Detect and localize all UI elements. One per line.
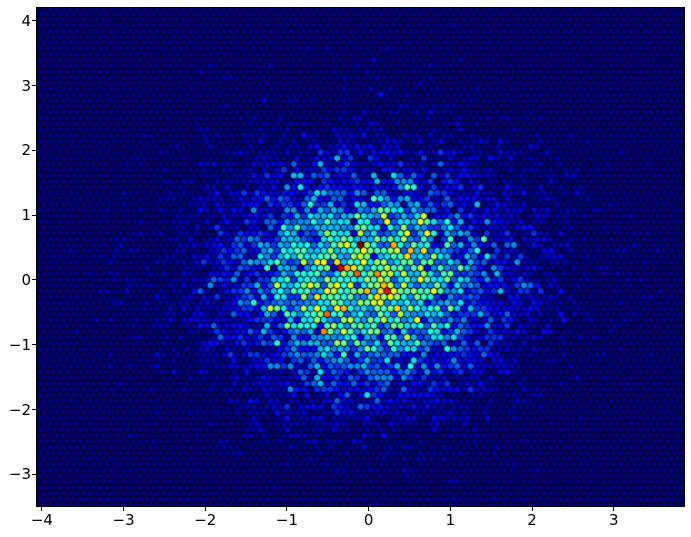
x-tick-label: −3: [112, 511, 135, 529]
y-tick-mark: [32, 409, 36, 410]
x-tick-label: −4: [30, 511, 53, 529]
x-tick-label: 0: [363, 511, 374, 529]
x-tick-mark: [613, 507, 615, 511]
x-tick-mark: [41, 507, 43, 511]
x-tick-label: −2: [194, 511, 217, 529]
y-tick-label: 1: [21, 206, 31, 225]
y-tick-mark: [32, 85, 36, 87]
x-tick-mark: [204, 507, 206, 511]
y-tick-label: 3: [21, 76, 31, 95]
x-tick-label: 1: [445, 511, 456, 529]
x-tick-mark: [368, 507, 370, 511]
y-tick-mark: [32, 473, 36, 475]
y-tick-label: 0: [21, 270, 31, 289]
x-tick-mark: [531, 507, 533, 511]
y-tick-label: 2: [21, 141, 31, 160]
x-tick-mark: [449, 507, 451, 511]
y-tick-mark: [32, 20, 36, 22]
y-tick-label: −3: [8, 465, 31, 484]
y-tick-label: 4: [21, 11, 31, 30]
y-tick-label: −2: [8, 400, 31, 419]
x-tick-label: 2: [527, 511, 537, 529]
y-tick-mark: [32, 344, 36, 346]
hexbin-plot-canvas: [37, 8, 684, 506]
x-tick-mark: [123, 507, 125, 511]
y-tick-mark: [32, 149, 36, 151]
y-tick-mark: [32, 279, 36, 281]
x-tick-label: 3: [608, 511, 619, 529]
x-tick-mark: [286, 507, 288, 511]
x-tick-label: −1: [275, 511, 299, 529]
y-tick-mark: [32, 214, 36, 216]
y-tick-label: −1: [8, 335, 31, 354]
plot-border: [36, 7, 685, 507]
